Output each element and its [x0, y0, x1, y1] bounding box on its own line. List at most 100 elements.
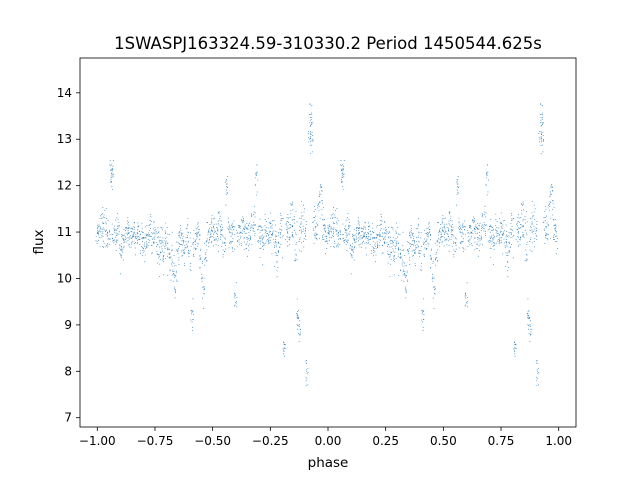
data-point	[426, 232, 428, 234]
data-point	[257, 240, 258, 242]
data-point	[456, 189, 458, 191]
data-point	[519, 244, 521, 246]
data-point	[555, 227, 557, 229]
data-point	[301, 232, 302, 234]
data-point	[238, 225, 240, 227]
data-point	[495, 229, 497, 231]
data-point	[332, 234, 333, 236]
data-point	[280, 214, 282, 216]
data-point	[510, 246, 512, 248]
data-point	[545, 225, 547, 227]
data-point	[248, 243, 250, 245]
data-point	[107, 234, 109, 236]
data-point	[237, 241, 239, 242]
data-point	[119, 244, 121, 246]
data-point	[480, 237, 482, 239]
data-point	[425, 241, 427, 242]
data-point	[234, 295, 236, 297]
data-point	[412, 244, 414, 246]
data-point	[311, 124, 313, 126]
data-point	[273, 242, 275, 244]
data-point	[435, 253, 437, 255]
data-point	[436, 244, 438, 246]
data-point	[226, 189, 228, 191]
data-point	[513, 218, 515, 220]
data-point	[473, 216, 474, 218]
data-point	[456, 194, 458, 196]
data-point	[150, 220, 152, 222]
data-point	[249, 237, 251, 239]
data-point	[157, 232, 159, 234]
data-point	[127, 244, 129, 246]
data-point	[556, 240, 558, 242]
data-point	[530, 237, 532, 239]
data-point	[202, 287, 204, 288]
data-point	[495, 219, 497, 220]
data-point	[390, 243, 392, 245]
data-point	[403, 280, 405, 282]
data-point	[166, 226, 168, 228]
data-point	[172, 270, 174, 272]
data-point	[361, 237, 363, 239]
data-point	[546, 234, 548, 236]
data-point	[517, 220, 519, 222]
data-point	[220, 231, 222, 233]
data-point	[324, 228, 326, 230]
data-point	[114, 231, 115, 233]
data-point	[377, 243, 378, 245]
data-point	[233, 226, 235, 227]
data-point	[154, 238, 156, 240]
data-point	[522, 235, 524, 237]
data-point	[456, 183, 458, 185]
data-point	[239, 231, 241, 233]
data-point	[295, 242, 297, 243]
data-point	[376, 233, 378, 235]
data-point	[131, 237, 133, 239]
data-point	[493, 229, 494, 231]
data-point	[536, 369, 538, 371]
data-point	[195, 248, 197, 250]
data-point	[342, 172, 343, 174]
data-point	[334, 223, 335, 225]
data-point	[453, 249, 455, 251]
data-point	[531, 250, 533, 252]
data-point	[535, 235, 537, 236]
data-point	[269, 230, 271, 232]
data-point	[260, 226, 262, 228]
data-point	[325, 253, 327, 255]
data-point	[552, 235, 554, 237]
data-point	[409, 243, 411, 245]
data-point	[529, 325, 531, 327]
data-point	[427, 242, 429, 244]
data-point	[446, 226, 448, 228]
data-point	[198, 222, 200, 224]
data-point	[398, 248, 400, 249]
data-point	[325, 235, 327, 237]
data-point	[362, 236, 364, 238]
data-point	[462, 248, 464, 250]
data-point	[135, 242, 137, 244]
data-point	[292, 234, 294, 236]
data-point	[472, 220, 473, 222]
data-point	[438, 234, 440, 236]
data-point	[327, 232, 329, 234]
data-point	[159, 236, 161, 238]
data-point	[358, 230, 360, 232]
data-point	[305, 369, 307, 371]
data-point	[327, 231, 329, 233]
data-point	[374, 237, 376, 239]
data-point	[199, 267, 201, 269]
data-point	[528, 316, 530, 318]
data-point	[527, 316, 529, 318]
data-point	[522, 231, 524, 233]
data-point	[123, 241, 125, 243]
data-point	[385, 235, 387, 237]
data-point	[532, 223, 533, 225]
data-point	[434, 277, 436, 279]
data-point	[198, 225, 199, 227]
data-point	[115, 250, 117, 251]
data-point	[515, 239, 517, 241]
data-point	[368, 238, 370, 240]
data-point	[358, 221, 360, 223]
data-point	[418, 251, 420, 253]
